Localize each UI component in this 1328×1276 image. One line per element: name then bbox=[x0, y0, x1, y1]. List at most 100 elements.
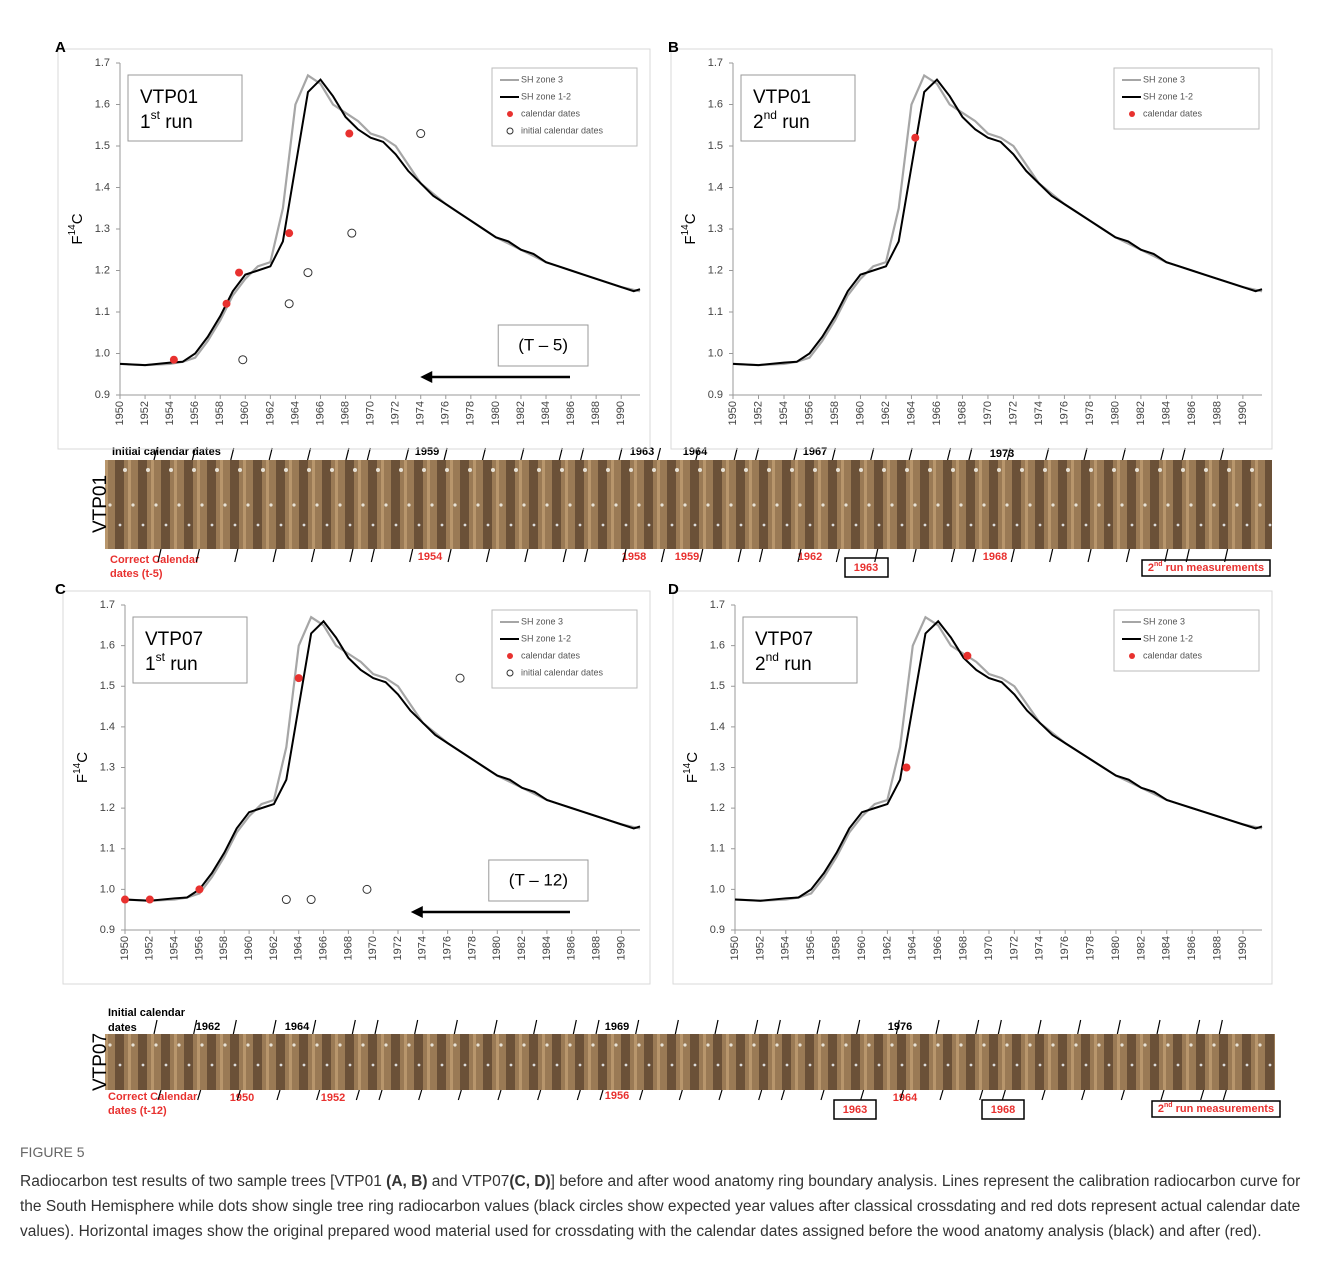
x-tick-label: 1988 bbox=[1211, 936, 1223, 960]
annotation: (T – 5) bbox=[518, 335, 568, 354]
y-tick-label: 0.9 bbox=[95, 389, 110, 401]
ring-tick bbox=[273, 549, 276, 562]
calendar-date-point bbox=[963, 652, 971, 660]
x-tick-label: 1982 bbox=[1135, 401, 1147, 425]
text-part: nd bbox=[766, 650, 779, 664]
y-tick-label: 1.0 bbox=[100, 883, 115, 895]
y-tick-label: 1.5 bbox=[95, 140, 110, 152]
wood-strip bbox=[105, 1034, 1275, 1090]
x-tick-label: 1952 bbox=[754, 936, 766, 960]
text-part: 2 bbox=[755, 654, 766, 675]
panel-label: A bbox=[55, 39, 66, 56]
ring-tick bbox=[454, 1020, 457, 1034]
legend-label: initial calendar dates bbox=[521, 125, 604, 135]
ring-tick bbox=[458, 1090, 461, 1100]
legend-label: calendar dates bbox=[1143, 108, 1203, 118]
caption: FIGURE 5 Radiocarbon test results of two… bbox=[0, 1140, 1328, 1244]
ring-tick bbox=[980, 1090, 983, 1100]
arrow-head bbox=[420, 371, 432, 383]
x-tick-label: 1984 bbox=[540, 401, 552, 425]
ring-tick bbox=[1182, 448, 1185, 460]
ring-tick bbox=[444, 448, 447, 460]
text-part: 1 bbox=[140, 112, 151, 133]
y-tick-label: 1.0 bbox=[710, 883, 725, 895]
ring-tick bbox=[356, 1090, 359, 1100]
x-tick-label: 1982 bbox=[515, 401, 527, 425]
x-tick-label: 1956 bbox=[805, 936, 817, 960]
text-part: nd bbox=[1164, 1102, 1173, 1109]
x-tick-label: 1976 bbox=[442, 936, 454, 960]
y-tick-label: 1.4 bbox=[708, 181, 723, 193]
text-part: run bbox=[165, 654, 198, 675]
correct-date: 1952 bbox=[321, 1092, 345, 1104]
x-tick-label: 1960 bbox=[239, 401, 251, 425]
ring-tick bbox=[700, 549, 703, 562]
ring-tick bbox=[415, 1020, 418, 1034]
ring-tick bbox=[273, 1020, 276, 1034]
x-tick-label: 1950 bbox=[119, 936, 131, 960]
legend-label: SH zone 3 bbox=[521, 616, 563, 626]
ring-tick bbox=[367, 448, 370, 460]
legend-label: SH zone 3 bbox=[1143, 74, 1185, 84]
inset-run: 2nd run bbox=[753, 108, 810, 133]
ring-tick bbox=[871, 448, 874, 460]
x-tick-label: 1980 bbox=[1109, 401, 1121, 425]
ring-tick bbox=[482, 448, 485, 460]
x-tick-label: 1964 bbox=[907, 936, 919, 960]
ring-tick bbox=[573, 1020, 576, 1034]
ring-tick bbox=[308, 448, 311, 460]
legend-label: initial calendar dates bbox=[521, 667, 604, 677]
x-tick-label: 1958 bbox=[218, 936, 230, 960]
ring-tick bbox=[312, 549, 315, 562]
y-tick-label: 1.6 bbox=[100, 640, 115, 652]
x-tick-label: 1988 bbox=[1211, 401, 1223, 425]
ring-tick bbox=[1082, 1090, 1085, 1100]
ring-tick bbox=[563, 549, 566, 562]
inset-name: VTP07 bbox=[755, 629, 813, 650]
y-tick-label: 1.4 bbox=[100, 721, 115, 733]
x-tick-label: 1974 bbox=[1034, 936, 1046, 960]
ring-tick bbox=[350, 549, 353, 562]
x-tick-label: 1970 bbox=[365, 401, 377, 425]
initial-date: 1963 bbox=[630, 446, 654, 458]
y-tick-label: 1.7 bbox=[100, 599, 115, 611]
ring-tick bbox=[1157, 1020, 1160, 1034]
ring-tick bbox=[559, 448, 562, 460]
strip-bottom-title: Correct Calendar bbox=[108, 1091, 198, 1103]
panel-label: C bbox=[55, 581, 66, 598]
ring-tick bbox=[269, 448, 272, 460]
calendar-date-point bbox=[911, 134, 919, 142]
ring-tick bbox=[596, 1020, 599, 1034]
caption-text: Radiocarbon test results of two sample t… bbox=[20, 1169, 1308, 1244]
initial-date: 1969 bbox=[605, 1021, 629, 1033]
x-tick-label: 1954 bbox=[778, 401, 790, 425]
ring-tick bbox=[675, 1020, 678, 1034]
ring-tick bbox=[756, 448, 759, 460]
text-part: 14 bbox=[67, 224, 78, 236]
inset-name: VTP01 bbox=[140, 87, 198, 108]
x-tick-label: 1968 bbox=[956, 401, 968, 425]
ring-tick bbox=[817, 1020, 820, 1034]
calendar-date-point bbox=[146, 896, 154, 904]
correct-date: 1962 bbox=[798, 551, 822, 563]
x-tick-label: 1990 bbox=[615, 401, 627, 425]
y-tick-label: 1.3 bbox=[708, 223, 723, 235]
x-tick-label: 1968 bbox=[339, 401, 351, 425]
x-tick-label: 1956 bbox=[803, 401, 815, 425]
second-run-label: 2nd run measurements bbox=[1158, 1102, 1274, 1115]
calendar-date-point bbox=[295, 674, 303, 682]
legend-label: SH zone 1-2 bbox=[1143, 91, 1193, 101]
x-tick-label: 1990 bbox=[1237, 401, 1249, 425]
text-part: 14 bbox=[682, 762, 693, 774]
ring-tick bbox=[1038, 1020, 1041, 1034]
x-tick-label: 1954 bbox=[780, 936, 792, 960]
ring-tick bbox=[738, 549, 741, 562]
ring-tick bbox=[973, 549, 976, 562]
x-tick-label: 1984 bbox=[541, 936, 553, 960]
y-tick-label: 1.6 bbox=[708, 98, 723, 110]
initial-date-point bbox=[304, 269, 312, 277]
caption-part: Radiocarbon test results of two sample t… bbox=[20, 1173, 386, 1190]
initial-date: 1962 bbox=[196, 1021, 220, 1033]
figure-label: FIGURE 5 bbox=[20, 1140, 1308, 1165]
ring-tick bbox=[1084, 448, 1087, 460]
